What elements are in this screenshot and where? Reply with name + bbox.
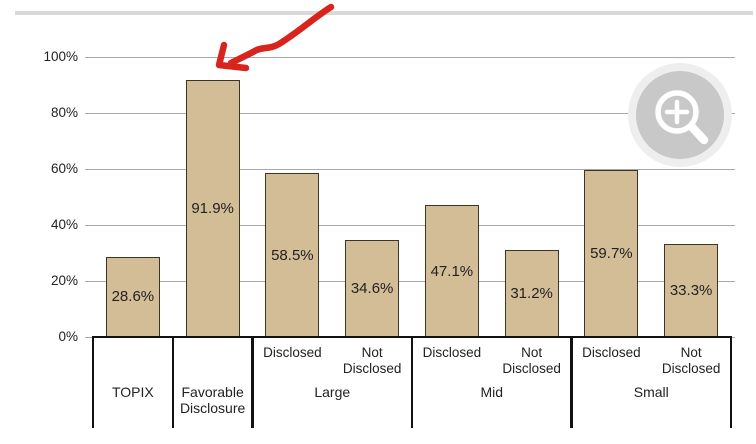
bar: 34.6% (345, 240, 400, 337)
bar: 28.6% (105, 256, 160, 337)
magnifier-plus (664, 99, 690, 125)
y-tick-label: 20% (50, 273, 78, 288)
grid-line (85, 112, 735, 114)
magnifier-handle (687, 122, 709, 145)
group-divider (171, 337, 174, 428)
group-divider (91, 337, 95, 428)
group-label: Small (633, 384, 669, 400)
bar-value-label: 91.9% (191, 199, 234, 217)
group-label: Large (314, 384, 351, 400)
group-divider (570, 337, 573, 428)
bar-sublabel: Not Disclosed (342, 345, 402, 376)
group-divider (251, 337, 254, 428)
zoom-in-icon (628, 63, 732, 167)
bar: 31.2% (504, 249, 559, 337)
top-divider-line (15, 11, 753, 15)
grid-line (85, 56, 735, 58)
bar: 59.7% (584, 169, 639, 337)
bar-value-label: 33.3% (669, 281, 713, 299)
bar: 91.9% (185, 79, 240, 337)
group-divider (410, 337, 414, 428)
y-tick-label: 40% (50, 217, 78, 232)
zoom-in-button[interactable] (626, 61, 734, 169)
y-tick-label: 0% (58, 329, 78, 344)
grid-line (85, 280, 735, 282)
bar-value-label: 47.1% (430, 262, 474, 280)
bar: 47.1% (424, 205, 479, 337)
bar-value-label: 59.7% (590, 244, 633, 262)
bar-value-label: 34.6% (350, 280, 394, 298)
group-label: Favorable Disclosure (179, 384, 246, 416)
group-divider (729, 337, 733, 428)
bar-sublabel: Disclosed (582, 345, 641, 360)
bar-sublabel: Disclosed (263, 345, 322, 360)
bar: 33.3% (664, 243, 719, 337)
y-tick-label: 100% (43, 49, 78, 64)
y-tick-label: 80% (50, 105, 78, 120)
magnifier-lens (655, 90, 699, 134)
bar-value-label: 58.5% (271, 246, 314, 264)
group-label: TOPIX (111, 384, 154, 400)
group-label: Mid (480, 384, 504, 400)
zoom-button-circle (636, 71, 724, 159)
bar-sublabel: Not Disclosed (661, 345, 721, 376)
x-axis-line (91, 335, 733, 339)
bar-sublabel: Not Disclosed (502, 345, 561, 376)
bar-sublabel: Disclosed (422, 345, 482, 360)
bar-value-label: 28.6% (111, 288, 155, 306)
grid-line (85, 168, 735, 170)
y-tick-label: 60% (50, 161, 78, 176)
grid-line (85, 224, 735, 226)
bar-value-label: 31.2% (510, 284, 553, 302)
bar: 58.5% (265, 173, 320, 337)
